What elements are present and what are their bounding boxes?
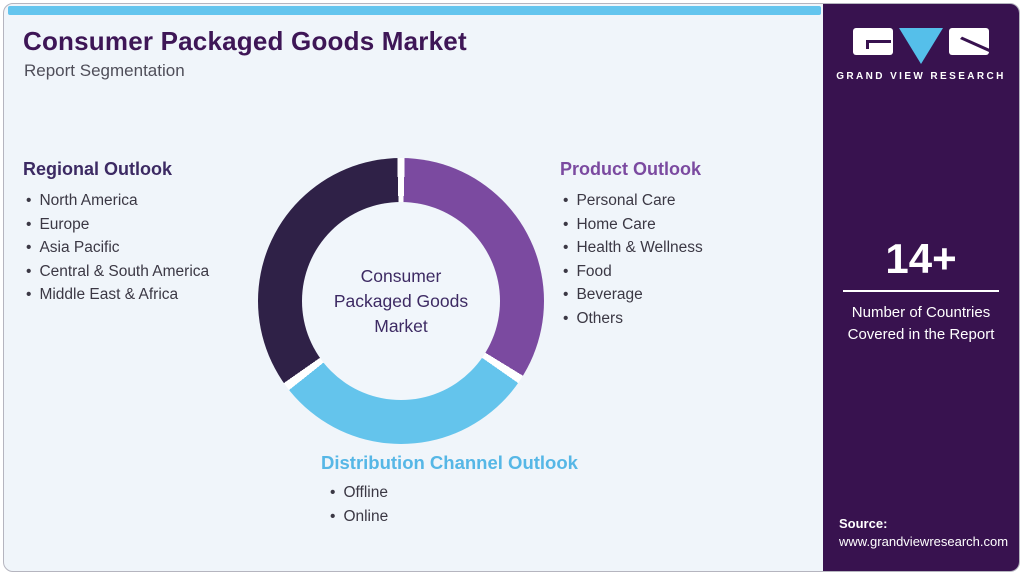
list-item-label: Central & South America	[39, 262, 210, 280]
stat-divider	[843, 290, 999, 292]
product-outlook-list: • Personal Care • Home Care • Health & Wellne…	[560, 189, 703, 330]
list-item-label: North America	[39, 192, 138, 209]
bullet-icon: •	[26, 215, 32, 233]
list-item-label: Beverage	[576, 286, 643, 303]
stat-value: 14+	[885, 235, 957, 282]
logo-r-leg	[960, 36, 989, 52]
bullet-icon: •	[26, 239, 32, 256]
list-item-label: Asia Pacific	[39, 239, 120, 256]
list-item: • Health & Wellness	[560, 236, 703, 260]
center-label-line: Consumer	[360, 265, 442, 286]
bullet-icon: •	[26, 262, 32, 280]
list-item: • Food	[560, 260, 703, 284]
list-item: • Offline	[327, 481, 388, 505]
list-item: • Beverage	[560, 283, 703, 307]
stat-label-line: Covered in the Report	[847, 325, 995, 343]
bullet-icon: •	[563, 286, 569, 303]
page-subtitle: Report Segmentation	[24, 61, 185, 80]
gvr-logo: GRAND VIEW RESEARCH	[823, 28, 1019, 82]
countries-stat: 14+ Number of Countries Covered in the R…	[823, 236, 1019, 345]
section-product-outlook: Product Outlook • Personal Care • Home Care…	[560, 159, 703, 330]
page-title: Consumer Packaged Goods Market	[23, 26, 467, 56]
list-item-label: Others	[576, 309, 623, 327]
list-item-label: Health & Wellness	[576, 239, 703, 256]
logo-wordmark: GRAND VIEW RESEARCH	[836, 71, 1006, 82]
bullet-icon: •	[330, 484, 336, 501]
list-item-label: Food	[576, 262, 612, 280]
list-item: • Central & South America	[23, 260, 209, 284]
stat-label-line: Number of Countries	[851, 304, 991, 321]
donut-chart: Consumer Packaged Goods Market	[258, 158, 544, 444]
logo-g-counter	[866, 40, 891, 49]
gvr-logo-mark	[853, 28, 989, 64]
list-item: • North America	[23, 189, 209, 213]
list-item: • Home Care	[560, 213, 703, 237]
sidebar: GRAND VIEW RESEARCH 14+ Number of Countr…	[823, 4, 1019, 571]
bullet-icon: •	[26, 286, 32, 303]
list-item: • Personal Care	[560, 189, 703, 213]
list-item-label: Home Care	[576, 215, 656, 233]
center-label-line: Packaged Goods	[333, 290, 469, 311]
list-item: • Asia Pacific	[23, 236, 209, 260]
regional-outlook-list: • North America • Europe • Asia Pacific • Centr…	[23, 189, 209, 307]
regional-outlook-heading: Regional Outlook	[23, 159, 173, 179]
bullet-icon: •	[563, 192, 569, 209]
donut-center-label: Consumer Packaged Goods Market	[334, 264, 468, 339]
distribution-outlook-list: • Offline • Online	[327, 481, 388, 528]
source-url[interactable]: www.grandviewresearch.com	[839, 534, 1009, 549]
list-item-label: Middle East & Africa	[39, 286, 179, 303]
main-area: Consumer Packaged Goods Market Report Se…	[4, 4, 823, 571]
top-accent-bar	[8, 6, 821, 15]
list-item: • Online	[327, 505, 388, 529]
list-item: • Europe	[23, 213, 209, 237]
product-outlook-heading: Product Outlook	[560, 159, 701, 179]
infographic-card: Consumer Packaged Goods Market Report Se…	[3, 3, 1020, 572]
bullet-icon: •	[563, 239, 569, 256]
bullet-icon: •	[26, 192, 32, 209]
list-item-label: Online	[343, 507, 389, 525]
source-block: Source: www.grandviewresearch.com	[839, 515, 1008, 551]
bullet-icon: •	[563, 309, 569, 327]
stat-label: Number of Countries Covered in the Repor…	[823, 302, 1019, 345]
center-label-line: Market	[374, 315, 428, 336]
list-item: • Middle East & Africa	[23, 283, 209, 307]
bullet-icon: •	[563, 215, 569, 233]
donut-hole: Consumer Packaged Goods Market	[302, 202, 500, 400]
source-label: Source:	[839, 516, 888, 531]
list-item-label: Europe	[39, 215, 90, 233]
logo-v-icon	[899, 28, 943, 64]
section-regional-outlook: Regional Outlook • North America • Europe • A…	[23, 159, 209, 307]
distribution-outlook-heading: Distribution Channel Outlook	[321, 452, 578, 473]
list-item-label: Personal Care	[576, 192, 676, 209]
bullet-icon: •	[330, 507, 336, 525]
list-item: • Others	[560, 307, 703, 331]
list-item-label: Offline	[343, 484, 388, 501]
bullet-icon: •	[563, 262, 569, 280]
